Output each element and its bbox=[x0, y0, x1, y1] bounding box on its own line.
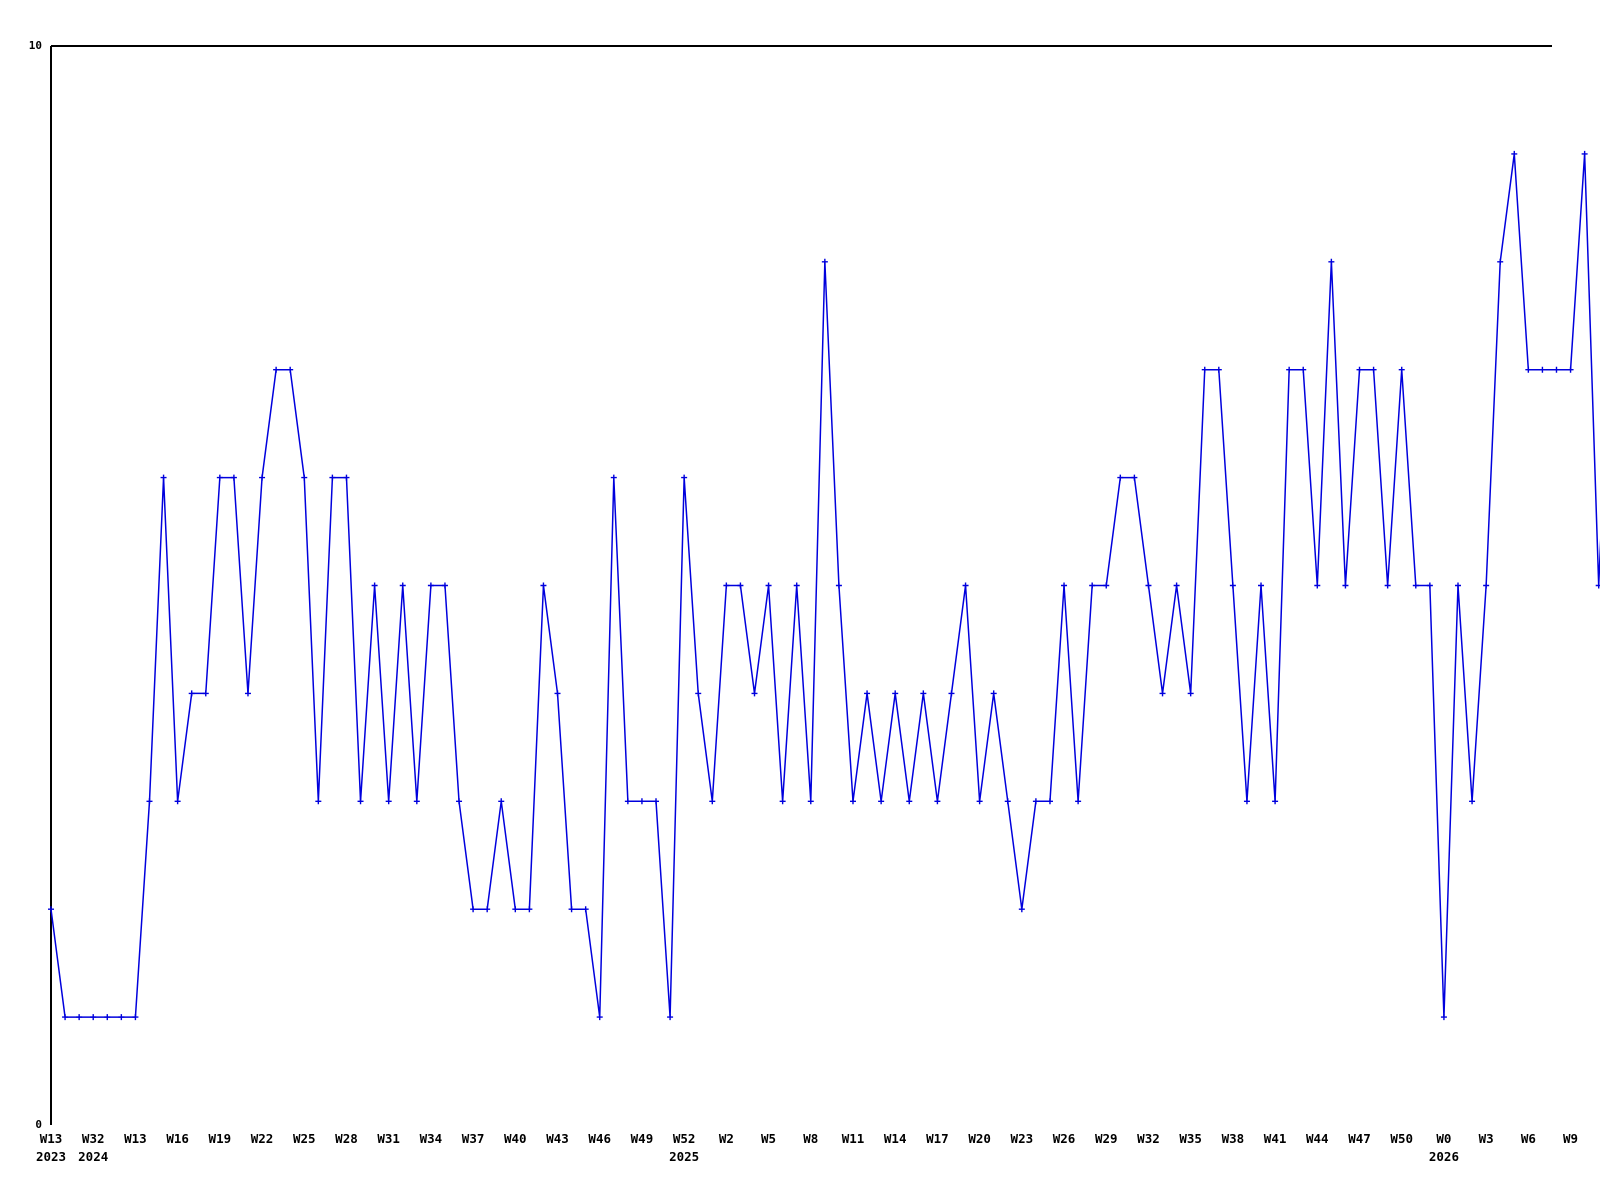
x-tick-label: W49 bbox=[630, 1131, 654, 1146]
x-tick-label: W0 bbox=[1436, 1131, 1452, 1146]
x-tick-label: W43 bbox=[546, 1131, 569, 1146]
x-tick-label: W14 bbox=[883, 1131, 907, 1146]
x-tick-label: W34 bbox=[419, 1131, 443, 1146]
x-tick-label: W13 bbox=[39, 1131, 63, 1146]
x-year-label: 2025 bbox=[669, 1149, 700, 1164]
x-tick-label: W2 bbox=[718, 1131, 734, 1146]
x-tick-label: W31 bbox=[377, 1131, 400, 1146]
x-tick-label: W41 bbox=[1263, 1131, 1287, 1146]
x-tick-label: W40 bbox=[504, 1131, 527, 1146]
x-tick-label: W8 bbox=[803, 1131, 819, 1146]
x-tick-label: W26 bbox=[1052, 1131, 1076, 1146]
y-tick-label: 10 bbox=[28, 39, 42, 52]
x-tick-label: W22 bbox=[250, 1131, 274, 1146]
x-tick-label: W9 bbox=[1563, 1131, 1579, 1146]
x-tick-label: W38 bbox=[1221, 1131, 1245, 1146]
x-tick-label: W37 bbox=[461, 1131, 485, 1146]
x-tick-label: W47 bbox=[1348, 1131, 1371, 1146]
x-year-label: 2023 bbox=[35, 1149, 67, 1164]
x-tick-label: W11 bbox=[841, 1131, 865, 1146]
x-tick-label: W32 bbox=[1137, 1131, 1160, 1146]
x-tick-label: W52 bbox=[672, 1131, 696, 1146]
axis-frame bbox=[50, 45, 1552, 1125]
x-tick-label: W13 bbox=[124, 1131, 147, 1146]
y-tick-label: 0 bbox=[35, 1118, 42, 1131]
chart-axes bbox=[50, 45, 1552, 1125]
x-tick-label: W44 bbox=[1306, 1131, 1329, 1146]
x-tick-label: W3 bbox=[1478, 1131, 1494, 1146]
series-line-path bbox=[50, 153, 1600, 1018]
series-markers bbox=[48, 150, 1600, 1021]
x-tick-label: W17 bbox=[926, 1131, 949, 1146]
series-group bbox=[48, 150, 1600, 1021]
x-tick-label: W35 bbox=[1179, 1131, 1202, 1146]
x-year-label: 2024 bbox=[78, 1149, 109, 1164]
x-tick-label: W46 bbox=[588, 1131, 612, 1146]
x-tick-label: W32 bbox=[81, 1131, 105, 1146]
x-tick-label: W16 bbox=[166, 1131, 189, 1146]
x-tick-label: W6 bbox=[1520, 1131, 1536, 1146]
x-tick-label: W28 bbox=[335, 1131, 358, 1146]
x-tick-label: W50 bbox=[1390, 1131, 1414, 1146]
x-tick-label: W25 bbox=[292, 1131, 316, 1146]
x-tick-label: W29 bbox=[1094, 1131, 1118, 1146]
x-tick-label: W5 bbox=[761, 1131, 777, 1146]
x-tick-label: W19 bbox=[208, 1131, 232, 1146]
x-year-label: 2026 bbox=[1428, 1149, 1459, 1164]
x-tick-label: W20 bbox=[968, 1131, 991, 1146]
data-point-markers bbox=[48, 150, 1600, 1021]
x-tick-label: W23 bbox=[1010, 1131, 1034, 1146]
